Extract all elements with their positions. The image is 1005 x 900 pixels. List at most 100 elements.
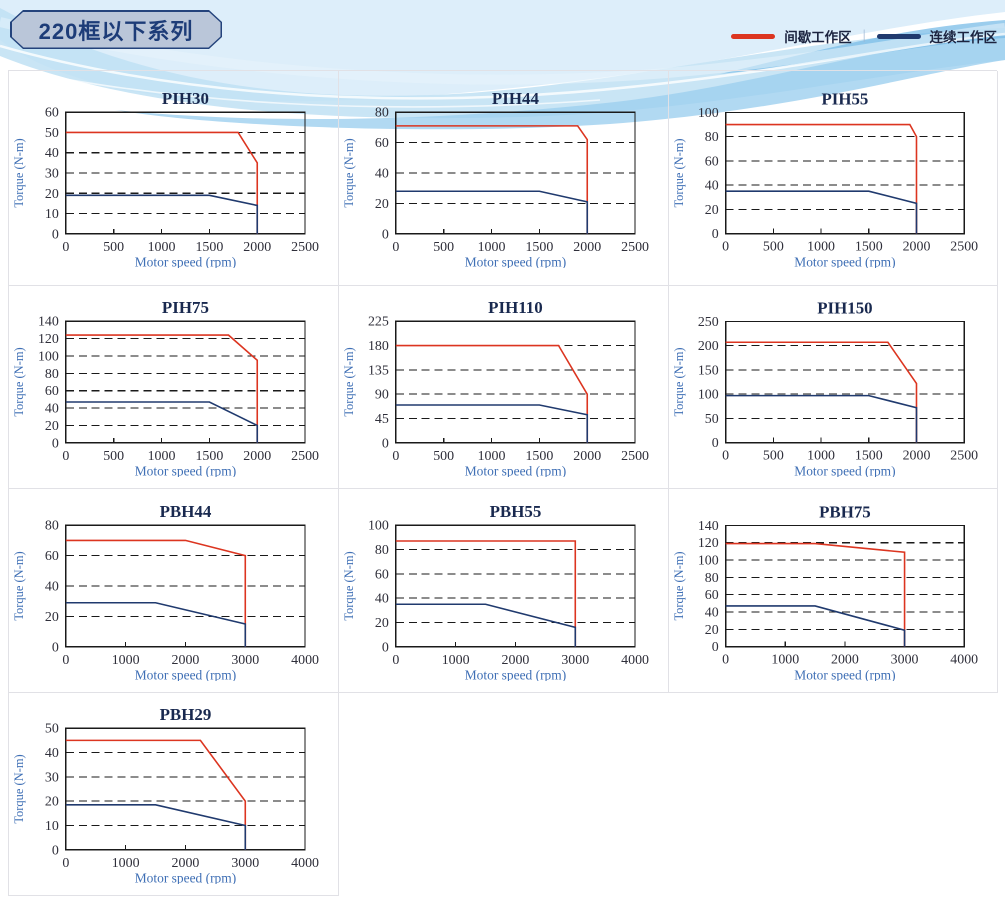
x-tick-label: 2000 xyxy=(243,240,271,255)
x-tick-label: 2500 xyxy=(291,240,319,255)
y-tick-label: 100 xyxy=(698,388,719,403)
chart-title: PIH55 xyxy=(821,89,868,108)
chart-PIH55: PIH55 0 500 1000 1500 2000 2500 0 20 40 60 80 100 Tor… xyxy=(672,89,978,268)
x-tick-label: 0 xyxy=(722,240,729,255)
chart-title: PBH29 xyxy=(160,705,212,724)
x-axis-label: Motor speed (rpm) xyxy=(794,667,895,681)
intermittent-line xyxy=(65,739,247,850)
x-tick-label: 1000 xyxy=(478,240,506,255)
x-tick-label: 1500 xyxy=(525,449,553,464)
x-tick-label: 1000 xyxy=(771,652,799,667)
x-tick-label: 1500 xyxy=(855,449,883,464)
chart-PIH110: PIH110 0 500 1000 1500 2000 2500 0 45 90 135 180 225… xyxy=(342,298,649,477)
plot-area xyxy=(395,111,636,235)
intermittent-line xyxy=(395,539,577,647)
continuous-line xyxy=(65,601,247,647)
plot-area xyxy=(65,727,306,851)
y-axis-label: Torque (N-m) xyxy=(672,551,686,620)
y-tick-label: 20 xyxy=(705,622,719,637)
continuous-line xyxy=(395,404,589,443)
x-axis-label: Motor speed (rpm) xyxy=(135,871,237,884)
chart-title: PIH110 xyxy=(488,298,543,317)
y-tick-label: 20 xyxy=(705,203,719,218)
y-tick-label: 20 xyxy=(45,795,59,810)
continuous-line xyxy=(725,190,918,234)
chart-cell-PIH55: PIH55 0 500 1000 1500 2000 2500 0 20 40 60 80 100 Tor… xyxy=(669,71,998,286)
plot-area xyxy=(65,524,306,647)
y-tick-label: 60 xyxy=(705,588,719,603)
chart-title: PIH30 xyxy=(162,89,209,108)
intermittent-zone-swatch xyxy=(731,33,776,39)
x-axis-label: Motor speed (rpm) xyxy=(135,255,237,268)
y-axis-label: Torque (N-m) xyxy=(672,138,686,207)
y-tick-label: 100 xyxy=(368,518,389,533)
y-tick-label: 0 xyxy=(712,640,719,655)
y-tick-label: 20 xyxy=(45,187,59,202)
y-tick-label: 20 xyxy=(375,197,389,212)
y-tick-label: 60 xyxy=(45,384,59,399)
y-tick-label: 0 xyxy=(52,640,59,655)
x-tick-label: 2000 xyxy=(903,449,931,464)
y-axis-label: Torque (N-m) xyxy=(12,347,26,416)
legend: 间歇工作区 | 连续工作区 xyxy=(731,26,997,46)
chart-title: PBH75 xyxy=(819,502,871,521)
continuous-line xyxy=(65,804,247,850)
continuous-line xyxy=(395,602,577,647)
y-tick-label: 250 xyxy=(698,315,719,330)
x-tick-label: 4000 xyxy=(291,856,319,871)
y-tick-label: 80 xyxy=(45,518,59,533)
x-tick-label: 1000 xyxy=(148,449,176,464)
y-tick-label: 20 xyxy=(45,609,59,624)
y-tick-label: 80 xyxy=(375,106,389,121)
y-tick-label: 0 xyxy=(52,843,59,858)
continuous-line xyxy=(65,194,259,234)
intermittent-line xyxy=(395,125,589,234)
y-tick-label: 40 xyxy=(375,591,389,606)
chart-PBH55: PBH55 0 1000 2000 3000 4000 0 20 40 60 80 100 Torque… xyxy=(342,502,649,681)
x-tick-label: 500 xyxy=(763,449,784,464)
chart-title: PBH55 xyxy=(490,502,542,521)
y-axis-label: Torque (N-m) xyxy=(342,347,356,416)
y-tick-label: 100 xyxy=(38,349,59,364)
y-tick-label: 40 xyxy=(705,179,719,194)
x-tick-label: 2000 xyxy=(831,652,859,667)
y-tick-label: 10 xyxy=(45,819,59,834)
chart-cell-PIH110: PIH110 0 500 1000 1500 2000 2500 0 45 90 135 180 225… xyxy=(339,286,669,489)
intermittent-line xyxy=(725,123,918,234)
x-tick-label: 2000 xyxy=(573,449,601,464)
x-tick-label: 1500 xyxy=(525,240,553,255)
intermittent-line xyxy=(725,341,918,443)
y-axis-label: Torque (N-m) xyxy=(342,138,356,207)
y-tick-label: 0 xyxy=(382,640,389,655)
y-tick-label: 0 xyxy=(382,436,389,451)
chart-PBH29: PBH29 0 1000 2000 3000 4000 0 10 20 30 40 50 Torque … xyxy=(12,705,319,884)
y-tick-label: 180 xyxy=(368,339,389,354)
chart-cell-PBH75: PBH75 0 1000 2000 3000 4000 0 20 40 60 80 100 120 140… xyxy=(669,489,998,693)
x-axis-label: Motor speed (rpm) xyxy=(135,464,237,477)
chart-title: PIH75 xyxy=(162,298,209,317)
y-tick-label: 0 xyxy=(52,436,59,451)
chart-title: PIH150 xyxy=(817,298,872,317)
x-tick-label: 3000 xyxy=(891,652,919,667)
series-title-inner: 220框以下系列 xyxy=(12,12,221,48)
x-tick-label: 1000 xyxy=(478,449,506,464)
y-axis-label: Torque (N-m) xyxy=(12,551,26,620)
y-tick-label: 40 xyxy=(705,605,719,620)
y-tick-label: 90 xyxy=(375,388,389,403)
y-tick-label: 120 xyxy=(38,332,59,347)
y-tick-label: 80 xyxy=(705,570,719,585)
y-tick-label: 50 xyxy=(705,412,719,427)
empty-cell xyxy=(669,693,998,896)
x-tick-label: 500 xyxy=(103,449,124,464)
x-tick-label: 4000 xyxy=(291,652,319,667)
x-tick-label: 2500 xyxy=(950,240,978,255)
chart-title: PIH44 xyxy=(492,89,540,108)
continuous-zone-label: 连续工作区 xyxy=(929,30,998,45)
y-tick-label: 0 xyxy=(382,227,389,242)
x-tick-label: 1000 xyxy=(807,449,835,464)
y-tick-label: 60 xyxy=(705,154,719,169)
x-tick-label: 3000 xyxy=(561,652,589,667)
x-axis-label: Motor speed (rpm) xyxy=(135,667,237,680)
y-tick-label: 50 xyxy=(45,722,59,737)
